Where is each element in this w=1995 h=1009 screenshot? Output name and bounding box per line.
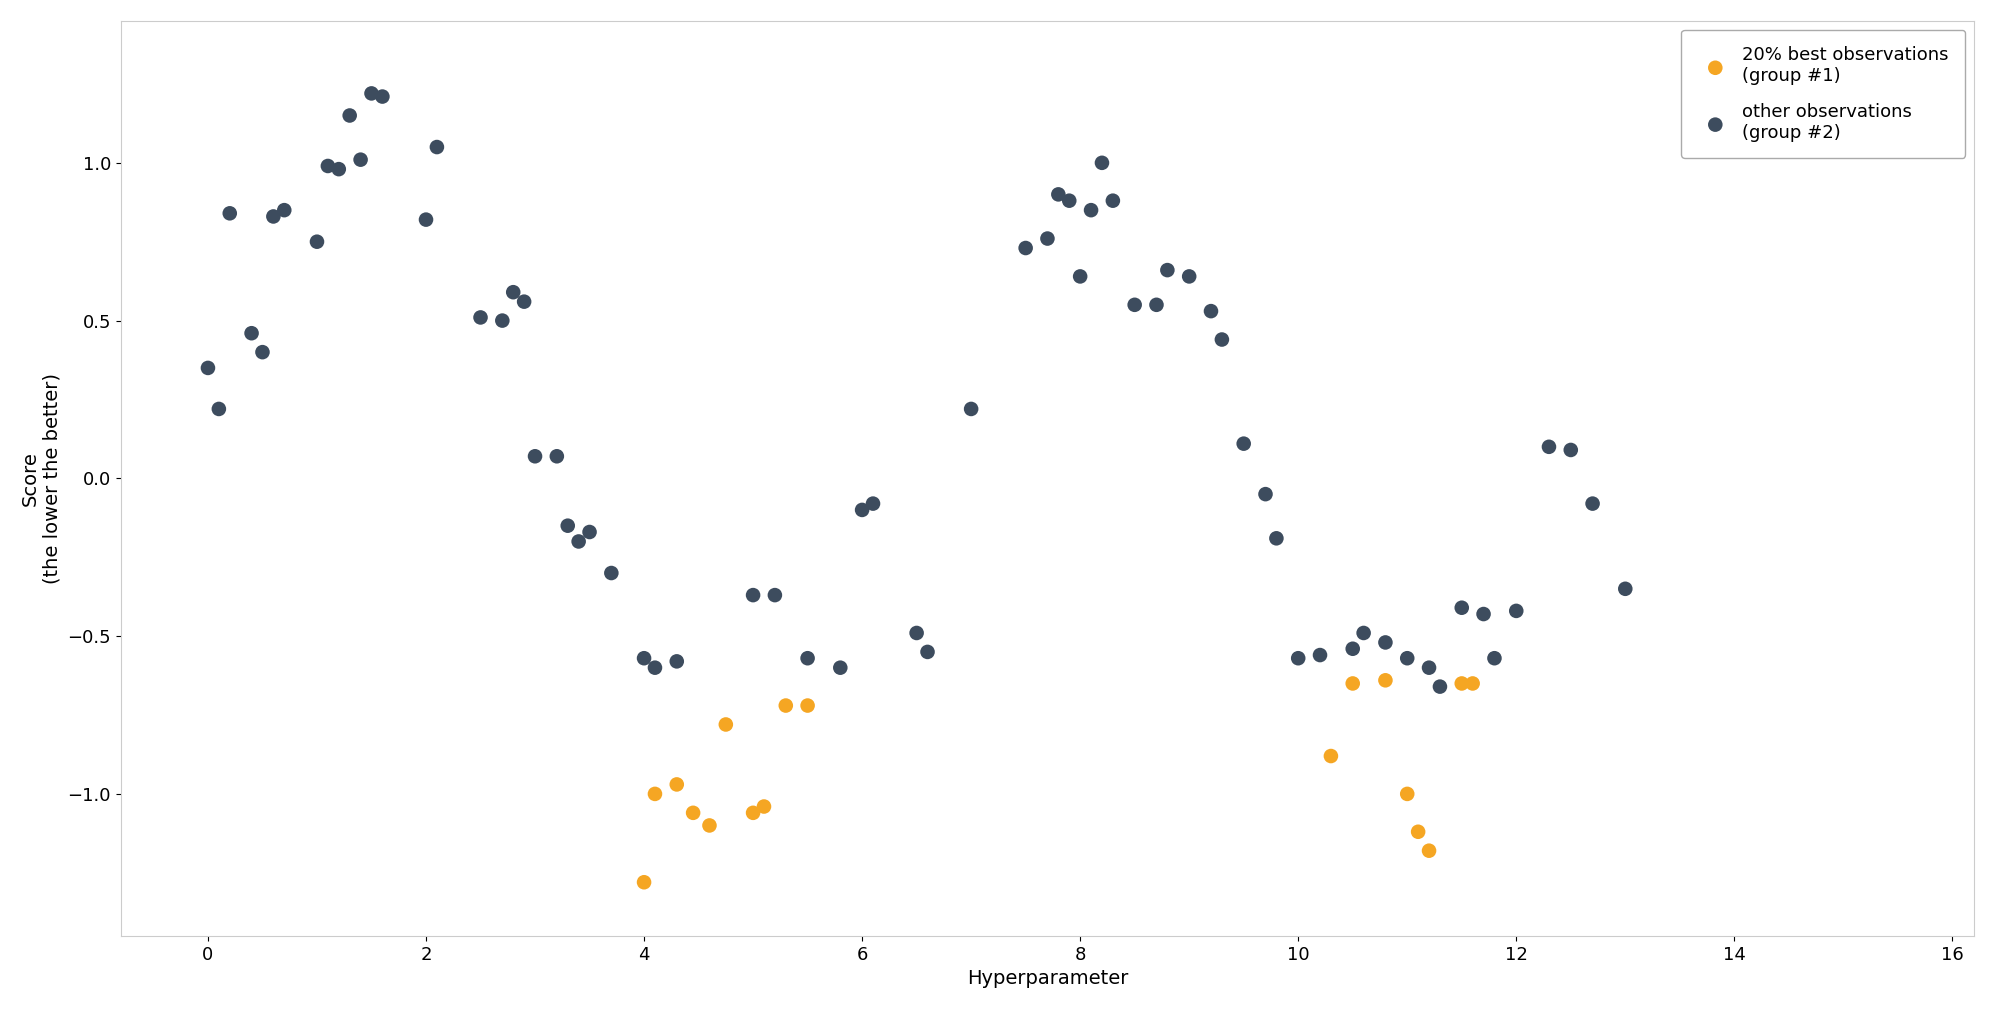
other observations
(group #2) bbox=[541, 448, 573, 464]
other observations
(group #2) bbox=[1195, 303, 1227, 319]
other observations
(group #2) bbox=[1283, 650, 1315, 666]
other observations
(group #2) bbox=[1119, 297, 1151, 313]
20% best observations
(group #1) bbox=[1456, 675, 1488, 691]
other observations
(group #2) bbox=[203, 401, 235, 417]
X-axis label: Hyperparameter: Hyperparameter bbox=[968, 970, 1127, 988]
20% best observations
(group #1) bbox=[676, 805, 708, 821]
20% best observations
(group #1) bbox=[660, 776, 692, 792]
other observations
(group #2) bbox=[192, 360, 223, 376]
other observations
(group #2) bbox=[1532, 439, 1564, 455]
other observations
(group #2) bbox=[1576, 495, 1608, 512]
other observations
(group #2) bbox=[487, 313, 519, 329]
other observations
(group #2) bbox=[411, 212, 443, 228]
20% best observations
(group #1) bbox=[638, 786, 670, 802]
other observations
(group #2) bbox=[1031, 230, 1063, 246]
other observations
(group #2) bbox=[1227, 436, 1259, 452]
other observations
(group #2) bbox=[1249, 486, 1281, 502]
20% best observations
(group #1) bbox=[1369, 672, 1400, 688]
other observations
(group #2) bbox=[1369, 635, 1400, 651]
other observations
(group #2) bbox=[355, 86, 387, 102]
20% best observations
(group #1) bbox=[736, 805, 768, 821]
other observations
(group #2) bbox=[333, 107, 365, 123]
other observations
(group #2) bbox=[509, 294, 541, 310]
20% best observations
(group #1) bbox=[1337, 675, 1369, 691]
other observations
(group #2) bbox=[1053, 193, 1085, 209]
other observations
(group #2) bbox=[1446, 599, 1478, 615]
20% best observations
(group #1) bbox=[1446, 675, 1478, 691]
other observations
(group #2) bbox=[1610, 581, 1642, 597]
other observations
(group #2) bbox=[1554, 442, 1586, 458]
other observations
(group #2) bbox=[1085, 154, 1117, 171]
20% best observations
(group #1) bbox=[1412, 843, 1444, 859]
other observations
(group #2) bbox=[367, 89, 399, 105]
other observations
(group #2) bbox=[912, 644, 944, 660]
20% best observations
(group #1) bbox=[770, 697, 802, 713]
other observations
(group #2) bbox=[1337, 641, 1369, 657]
other observations
(group #2) bbox=[1261, 531, 1293, 547]
other observations
(group #2) bbox=[1009, 240, 1041, 256]
other observations
(group #2) bbox=[1205, 331, 1237, 347]
other observations
(group #2) bbox=[846, 501, 878, 518]
other observations
(group #2) bbox=[497, 285, 529, 301]
other observations
(group #2) bbox=[1500, 602, 1532, 619]
other observations
(group #2) bbox=[257, 209, 289, 225]
20% best observations
(group #1) bbox=[748, 798, 780, 814]
other observations
(group #2) bbox=[553, 518, 585, 534]
other observations
(group #2) bbox=[1075, 202, 1107, 218]
other observations
(group #2) bbox=[323, 161, 355, 178]
other observations
(group #2) bbox=[1468, 606, 1500, 623]
other observations
(group #2) bbox=[345, 151, 377, 167]
20% best observations
(group #1) bbox=[710, 716, 742, 733]
20% best observations
(group #1) bbox=[1391, 786, 1422, 802]
other observations
(group #2) bbox=[956, 401, 988, 417]
other observations
(group #2) bbox=[1063, 268, 1095, 285]
other observations
(group #2) bbox=[824, 660, 856, 676]
other observations
(group #2) bbox=[638, 660, 670, 676]
Legend: 20% best observations
(group #1), other observations
(group #2): 20% best observations (group #1), other … bbox=[1682, 30, 1965, 158]
other observations
(group #2) bbox=[1412, 660, 1444, 676]
other observations
(group #2) bbox=[1478, 650, 1510, 666]
other observations
(group #2) bbox=[1305, 647, 1337, 663]
20% best observations
(group #1) bbox=[1402, 823, 1434, 839]
other observations
(group #2) bbox=[1391, 650, 1422, 666]
20% best observations
(group #1) bbox=[1315, 748, 1347, 764]
20% best observations
(group #1) bbox=[792, 697, 824, 713]
other observations
(group #2) bbox=[421, 139, 453, 155]
other observations
(group #2) bbox=[1173, 268, 1205, 285]
20% best observations
(group #1) bbox=[628, 874, 660, 890]
other observations
(group #2) bbox=[1097, 193, 1129, 209]
other observations
(group #2) bbox=[1349, 625, 1381, 641]
other observations
(group #2) bbox=[858, 495, 890, 512]
other observations
(group #2) bbox=[1151, 262, 1183, 278]
other observations
(group #2) bbox=[758, 587, 790, 603]
other observations
(group #2) bbox=[235, 325, 267, 341]
other observations
(group #2) bbox=[563, 534, 595, 550]
other observations
(group #2) bbox=[1424, 678, 1456, 694]
other observations
(group #2) bbox=[267, 202, 299, 218]
other observations
(group #2) bbox=[1043, 187, 1075, 203]
other observations
(group #2) bbox=[1141, 297, 1173, 313]
other observations
(group #2) bbox=[247, 344, 279, 360]
other observations
(group #2) bbox=[465, 310, 497, 326]
other observations
(group #2) bbox=[628, 650, 660, 666]
Y-axis label: Score
(the lower the better): Score (the lower the better) bbox=[20, 373, 62, 584]
other observations
(group #2) bbox=[792, 650, 824, 666]
other observations
(group #2) bbox=[213, 205, 245, 221]
other observations
(group #2) bbox=[575, 524, 606, 540]
other observations
(group #2) bbox=[660, 653, 692, 669]
20% best observations
(group #1) bbox=[694, 817, 726, 833]
other observations
(group #2) bbox=[900, 625, 932, 641]
other observations
(group #2) bbox=[311, 157, 343, 174]
other observations
(group #2) bbox=[736, 587, 768, 603]
other observations
(group #2) bbox=[519, 448, 551, 464]
other observations
(group #2) bbox=[595, 565, 626, 581]
other observations
(group #2) bbox=[301, 234, 333, 250]
